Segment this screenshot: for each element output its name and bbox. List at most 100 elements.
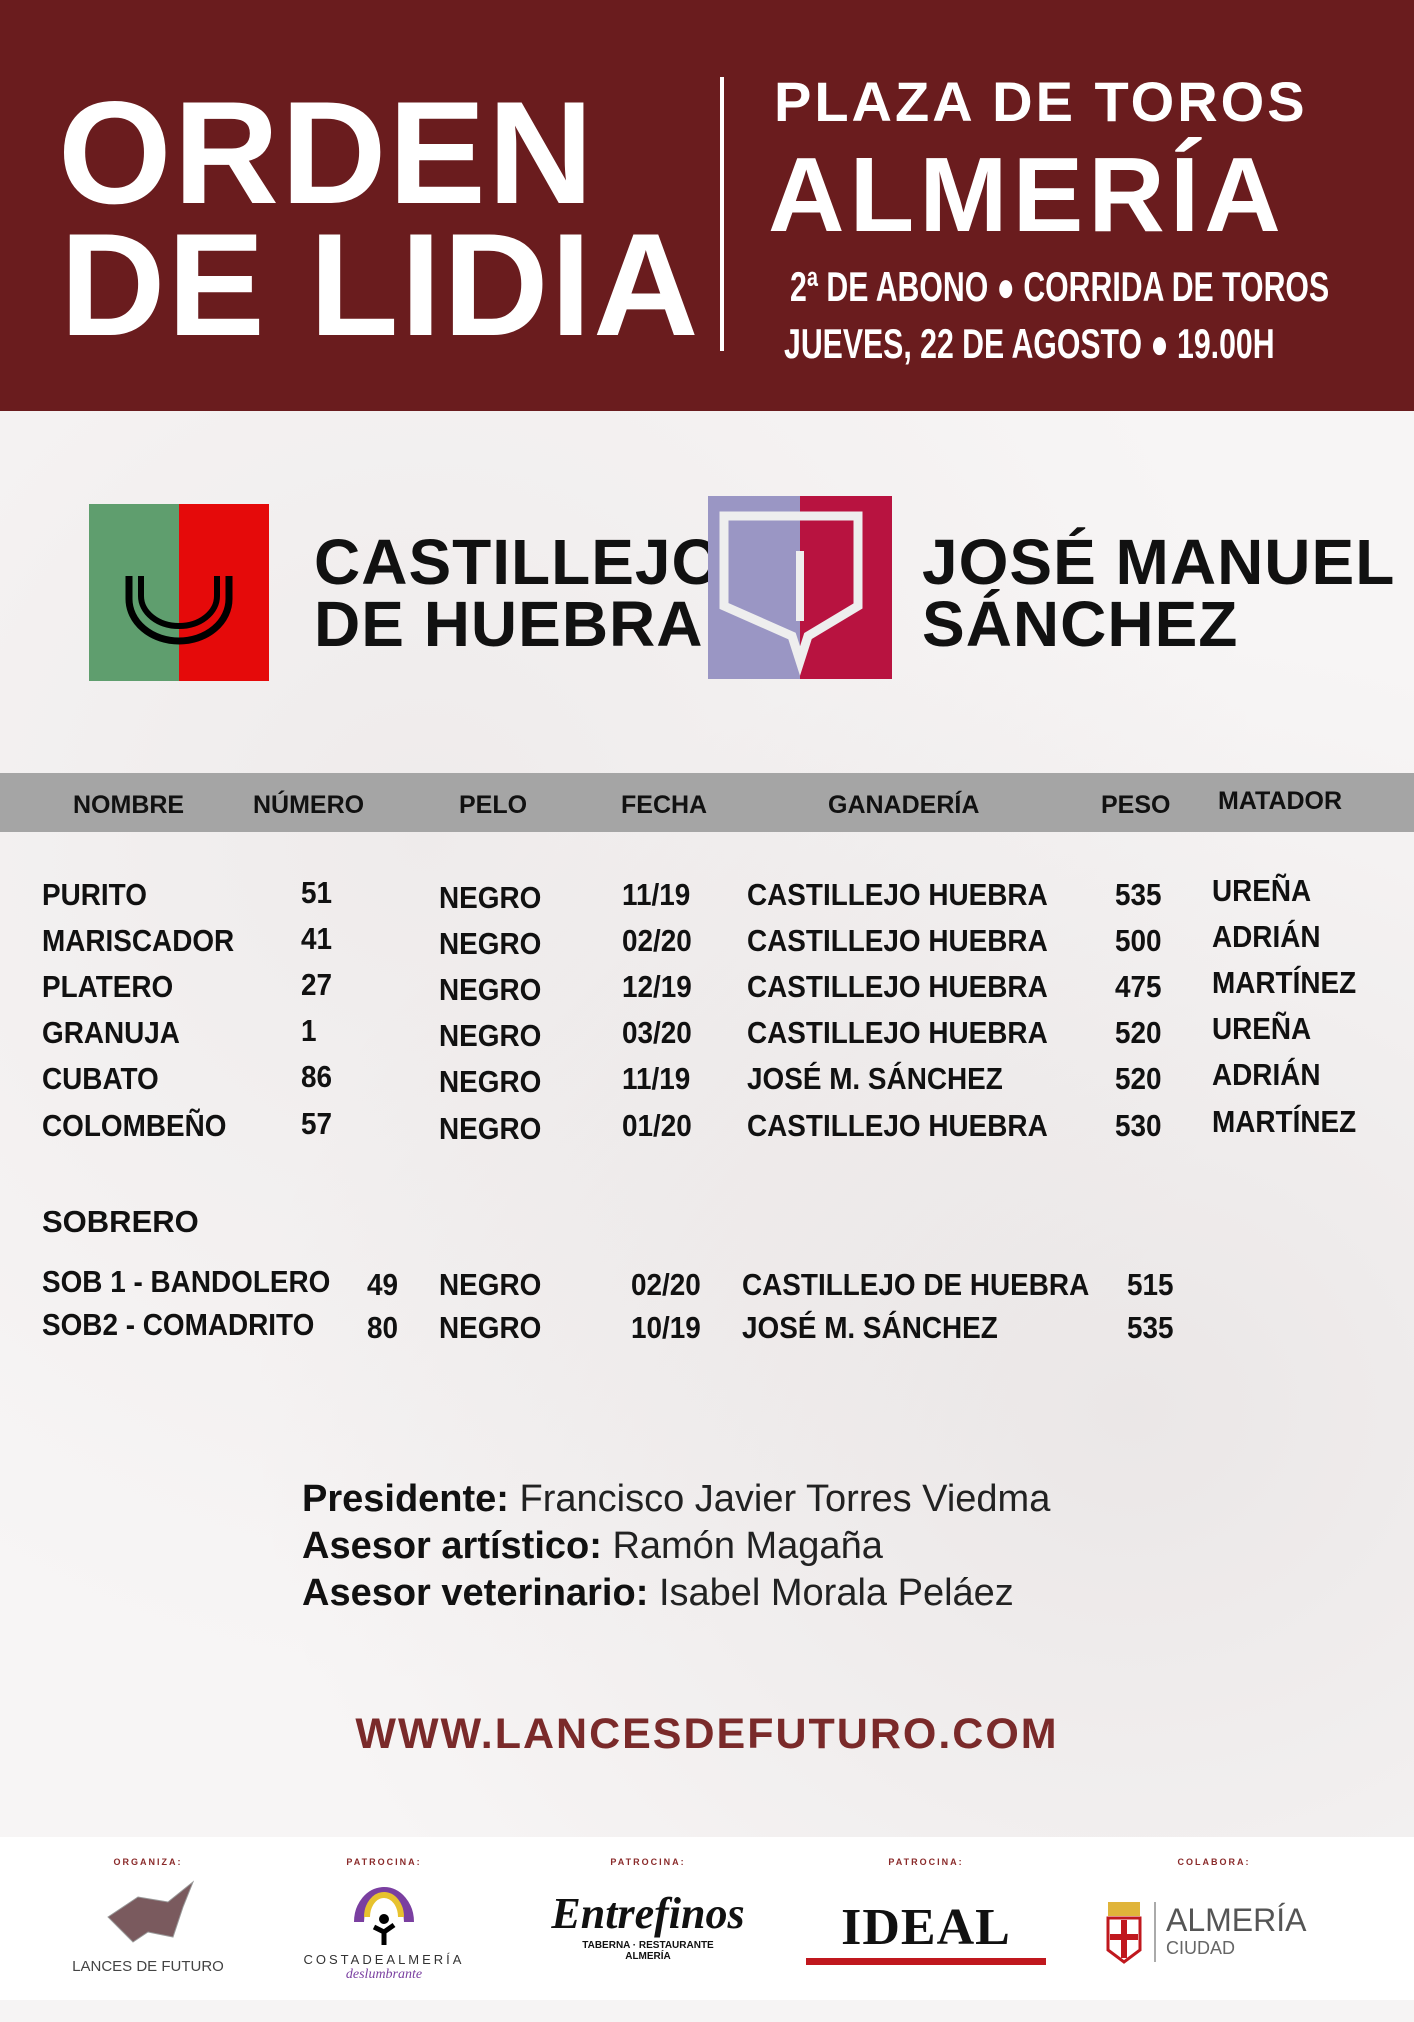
divider [720, 77, 724, 351]
cell-pelo: NEGRO [439, 1018, 542, 1053]
table-row: COLOMBEÑO 57 NEGRO 01/20 CASTILLEJO HUEBRA 53… [0, 1104, 1414, 1148]
cell-pelo: NEGRO [439, 926, 542, 961]
official-role: Asesor veterinario: [302, 1572, 649, 1614]
title-line1: ORDEN [58, 71, 596, 234]
cell-nombre: MARISCADOR [42, 923, 235, 958]
ideal-underline [806, 1958, 1046, 1965]
ganaderia-1-line2: DE HUEBRA [314, 588, 704, 660]
cell-numero: 80 [367, 1310, 399, 1345]
cell-nombre: PURITO [42, 877, 147, 912]
table-row: GRANUJA 1 NEGRO 03/20 CASTILLEJO HUEBRA 520 UR… [0, 1011, 1414, 1055]
sobrero-row: SOB2 - COMADRITO 80 NEGRO 10/19 JOSÉ M. SÁNC… [0, 1307, 1414, 1350]
cell-ganaderia: CASTILLEJO HUEBRA [747, 1015, 1048, 1050]
cell-fecha: 12/19 [622, 969, 692, 1004]
cell-ganaderia: CASTILLEJO HUEBRA [747, 877, 1048, 912]
ganaderia-1-line1: CASTILLEJO [314, 526, 723, 598]
sponsor-label: ORGANIZA: [113, 1857, 183, 1867]
cell-fecha: 01/20 [622, 1108, 692, 1143]
official-presidente: Presidente: Francisco Javier Torres Vied… [302, 1480, 1050, 1518]
official-name: Isabel Morala Peláez [658, 1572, 1014, 1614]
cell-peso: 530 [1115, 1108, 1162, 1143]
cell-matador: MARTÍNEZ [1212, 965, 1357, 1000]
costa-almeria-figure-icon [354, 1887, 414, 1945]
cell-ganaderia: CASTILLEJO HUEBRA [747, 969, 1048, 1004]
header-ganaderia: GANADERÍA [828, 791, 980, 819]
cell-nombre: GRANUJA [42, 1015, 180, 1050]
cell-numero: 86 [301, 1059, 333, 1094]
cell-numero: 41 [301, 921, 333, 956]
cell-fecha: 02/20 [631, 1267, 701, 1302]
event-line1: 2ª DE ABONO ● CORRIDA DE TOROS [790, 263, 1330, 310]
header-peso: PESO [1101, 791, 1171, 819]
lances-de-futuro-logo: LANCES DE FUTURO [38, 1877, 258, 1997]
cell-numero: 27 [301, 967, 333, 1002]
cell-pelo: NEGRO [439, 1267, 542, 1302]
table-header: NOMBRE NÚMERO PELO FECHA GANADERÍA PESO … [0, 773, 1414, 832]
cell-ganaderia: CASTILLEJO HUEBRA [747, 1108, 1048, 1143]
cell-matador: ADRIÁN [1212, 919, 1321, 954]
bull-logo-icon [107, 1880, 195, 1943]
table-row: PLATERO 27 NEGRO 12/19 CASTILLEJO HUEBRA 475 M… [0, 965, 1414, 1009]
cell-numero: 1 [301, 1013, 317, 1048]
official-name: Francisco Javier Torres Viedma [519, 1478, 1051, 1520]
cell-fecha: 10/19 [631, 1310, 701, 1345]
table-row: CUBATO 86 NEGRO 11/19 JOSÉ M. SÁNCHEZ 520 ADRI… [0, 1057, 1414, 1101]
title-line2: DE LIDIA [60, 203, 701, 366]
sobrero-row: SOB 1 - BANDOLERO 49 NEGRO 02/20 CASTILLEJO … [0, 1264, 1414, 1307]
sponsor-label: PATROCINA: [888, 1857, 964, 1867]
sponsor-label: COLABORA: [1177, 1857, 1251, 1867]
sponsors-footer: ORGANIZA: LANCES DE FUTURO PATROCINA: CO… [0, 1837, 1414, 2000]
cell-nombre: CUBATO [42, 1061, 159, 1096]
cell-pelo: NEGRO [439, 880, 542, 915]
castillejo-flag-icon [89, 504, 269, 681]
cell-matador: ADRIÁN [1212, 1057, 1321, 1092]
cell-matador: UREÑA [1212, 1011, 1312, 1046]
cell-matador: MARTÍNEZ [1212, 1104, 1357, 1139]
venue-line2: ALMERÍA [768, 136, 1286, 254]
header-fecha: FECHA [621, 791, 708, 819]
cell-fecha: 11/19 [622, 877, 691, 912]
sponsor-label: PATROCINA: [346, 1857, 422, 1867]
ganaderia-2-line2: SÁNCHEZ [922, 588, 1239, 660]
cell-numero: 51 [301, 875, 333, 910]
cell-peso: 515 [1127, 1267, 1174, 1302]
table-row: MARISCADOR 41 NEGRO 02/20 CASTILLEJO HUEBRA 5… [0, 919, 1414, 963]
official-role: Presidente: [302, 1478, 509, 1520]
cell-nombre: SOB 1 - BANDOLERO [42, 1264, 331, 1299]
separator [1154, 1902, 1156, 1962]
cell-ganaderia: JOSÉ M. SÁNCHEZ [747, 1061, 1003, 1096]
cell-peso: 520 [1115, 1061, 1162, 1096]
official-role: Asesor artístico: [302, 1525, 602, 1567]
cell-nombre: SOB2 - COMADRITO [42, 1307, 315, 1342]
cell-ganaderia: CASTILLEJO HUEBRA [747, 923, 1048, 958]
cell-pelo: NEGRO [439, 972, 542, 1007]
official-asesor-veterinario: Asesor veterinario: Isabel Morala Peláez [302, 1574, 1014, 1612]
cell-ganaderia: CASTILLEJO DE HUEBRA [742, 1267, 1090, 1302]
website-link[interactable]: WWW.LANCESDEFUTURO.COM [355, 1710, 1059, 1758]
jose-manuel-sanchez-shield-icon [708, 496, 892, 679]
cell-nombre: PLATERO [42, 969, 174, 1004]
cell-pelo: NEGRO [439, 1310, 542, 1345]
cell-pelo: NEGRO [439, 1064, 542, 1099]
cell-peso: 520 [1115, 1015, 1162, 1050]
header-pelo: PELO [459, 791, 528, 819]
almeria-ciudad-logo: ALMERÍA CIUDAD [1104, 1902, 1334, 2022]
venue-line1: PLAZA DE TOROS [774, 70, 1308, 133]
cell-peso: 500 [1115, 923, 1162, 958]
ganaderia-2-line1: JOSÉ MANUEL [922, 526, 1396, 598]
header-banner: ORDEN DE LIDIA PLAZA DE TOROS ALMERÍA 2ª… [0, 0, 1414, 411]
sponsor-label: PATROCINA: [610, 1857, 686, 1867]
cell-peso: 535 [1127, 1310, 1174, 1345]
ideal-logo: IDEAL [806, 1902, 1046, 2022]
official-name: Ramón Magaña [612, 1525, 883, 1567]
header-nombre: NOMBRE [73, 791, 185, 819]
cell-matador: UREÑA [1212, 873, 1312, 908]
cell-peso: 535 [1115, 877, 1162, 912]
almeria-coat-of-arms-icon [1106, 1902, 1142, 1964]
cell-nombre: COLOMBEÑO [42, 1108, 227, 1143]
cell-fecha: 03/20 [622, 1015, 692, 1050]
cell-pelo: NEGRO [439, 1111, 542, 1146]
table-row: PURITO 51 NEGRO 11/19 CASTILLEJO HUEBRA 535 UR… [0, 873, 1414, 917]
event-line2: JUEVES, 22 DE AGOSTO ● 19.00H [784, 320, 1275, 367]
cell-fecha: 11/19 [622, 1061, 691, 1096]
